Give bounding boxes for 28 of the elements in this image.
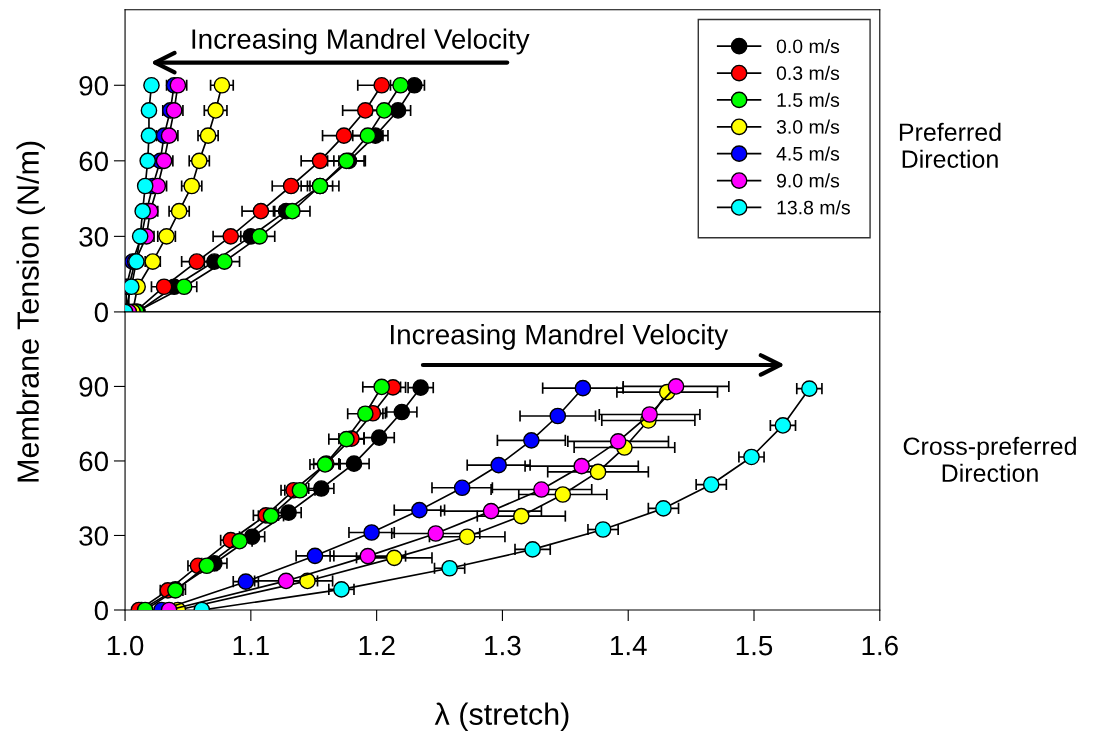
legend-label: 13.8 m/s [777,200,850,215]
legend-label: 0.0 m/s [776,38,840,54]
y-tick-label: 0 [94,302,108,323]
x-tick-label: 1.6 [862,635,898,656]
y-tick-label: 30 [79,526,108,546]
y-tick-label: 60 [79,151,108,172]
y-tick-label: 90 [79,377,108,397]
annotation: Increasing Mandrel Velocity [192,28,530,55]
y-tick-label: 60 [79,451,108,472]
x-tick-label: 1.2 [359,635,395,656]
x-tick-label: 1.5 [736,636,773,656]
y-tick-label: 90 [79,75,108,96]
legend-label: 3.0 m/s [776,119,840,134]
y-axis-title: Membrane Tension (N/m) [16,141,45,482]
legend-label: 9.0 m/s [776,173,840,188]
x-tick-label: 1.4 [611,636,647,656]
text: Preferred Direction [899,122,1001,168]
y-tick-label: 30 [79,227,108,247]
legend-label: 1.5 m/s [777,92,840,107]
legend-label: 4.5 m/s [776,146,840,161]
x-tick-label: 1.1 [233,636,269,656]
y-tick-label: 0 [94,600,108,621]
text: Cross-preferred Direction [903,436,1076,483]
x-tick-label: 1.0 [107,635,144,656]
legend-label: 0.3 m/s [776,65,840,81]
annotation: Increasing Mandrel Velocity [391,324,729,350]
x-tick-label: 1.3 [485,635,521,656]
x-axis-title: λ (stretch) [434,702,569,732]
